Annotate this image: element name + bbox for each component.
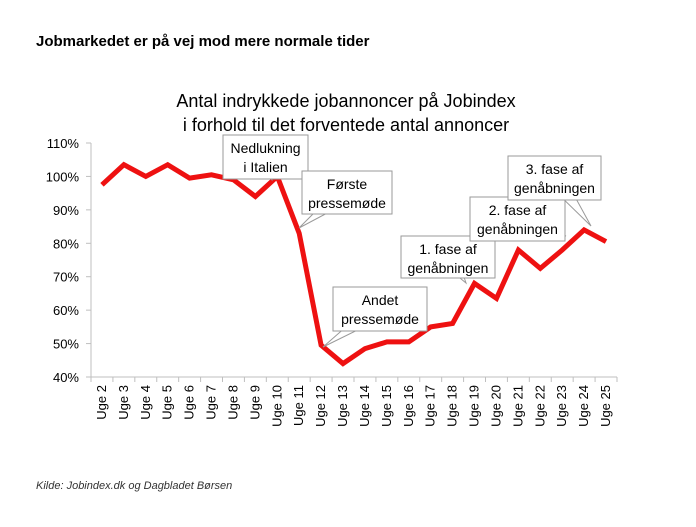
x-tick-label: Uge 17 — [423, 385, 438, 427]
x-tick-label: Uge 13 — [335, 385, 350, 427]
y-tick-label: 100% — [46, 169, 80, 184]
x-tick-label: Uge 5 — [160, 385, 175, 420]
x-tick-label: Uge 3 — [116, 385, 131, 420]
x-tick-label: Uge 14 — [357, 385, 372, 427]
callout-label: 3. fase af — [526, 161, 584, 177]
x-tick-label: Uge 8 — [225, 385, 240, 420]
x-tick-label: Uge 20 — [488, 385, 503, 427]
callout-label: pressemøde — [341, 311, 419, 327]
callout: 1. fase af genåbningen — [400, 235, 496, 285]
callout-label: Første — [327, 176, 368, 192]
callout-label: 2. fase af — [489, 202, 547, 218]
callout-box — [507, 155, 602, 201]
callout: 3. fase af genåbningen — [507, 155, 602, 227]
callout-label: genåbningen — [477, 221, 558, 237]
callout-label: 1. fase af — [419, 241, 477, 257]
y-tick-label: 60% — [53, 303, 79, 318]
callout-box — [332, 286, 428, 332]
x-tick-label: Uge 22 — [532, 385, 547, 427]
x-tick-label: Uge 24 — [576, 385, 591, 427]
x-tick-label: Uge 10 — [269, 385, 284, 427]
x-tick-label: Uge 11 — [291, 385, 306, 426]
x-tick-label: Uge 15 — [379, 385, 394, 427]
x-tick-label: Uge 25 — [598, 385, 613, 427]
x-tick-label: Uge 2 — [94, 385, 109, 420]
page-headline: Jobmarkedet er på vej mod mere normale t… — [36, 33, 370, 50]
y-tick-label: 110% — [47, 136, 80, 151]
y-tick-label: 70% — [53, 270, 79, 285]
x-tick-label: Uge 7 — [204, 385, 219, 420]
callout-label: pressemøde — [308, 195, 386, 211]
x-tick-label: Uge 6 — [182, 385, 197, 420]
x-tick-label: Uge 23 — [554, 385, 569, 427]
callout-label: Andet — [362, 292, 399, 308]
y-tick-label: 40% — [53, 370, 79, 385]
x-tick-label: Uge 16 — [401, 385, 416, 427]
series-line — [100, 161, 608, 367]
x-tick-label: Uge 4 — [138, 385, 153, 420]
x-tick-label: Uge 12 — [313, 385, 328, 427]
callout: Første pressemøde — [298, 170, 393, 229]
callout-label: Nedlukning — [230, 140, 300, 156]
callout: Andet pressemøde — [322, 286, 428, 348]
y-tick-label: 80% — [53, 236, 79, 251]
y-tick-label: 50% — [53, 337, 79, 352]
x-tick-label: Uge 18 — [445, 385, 460, 427]
chart-title-line-2: i forhold til det forventede antal annon… — [183, 115, 509, 135]
callout: 2. fase af genåbningen — [469, 196, 567, 242]
callout-box — [469, 196, 566, 242]
chart-title-line-1: Antal indrykkede jobannoncer på Jobindex — [176, 91, 515, 111]
x-tick-label: Uge 19 — [467, 385, 482, 427]
source-note: Kilde: Jobindex.dk og Dagbladet Børsen — [36, 480, 233, 492]
chart-title: Antal indrykkede jobannoncer på Jobindex… — [176, 91, 515, 135]
x-tick-label: Uge 21 — [510, 385, 525, 427]
callout-label: i Italien — [243, 159, 287, 175]
callout-box — [400, 235, 496, 279]
callout-box — [222, 134, 309, 180]
callout-box — [301, 170, 393, 215]
callout: Nedlukning i Italien — [222, 134, 309, 182]
y-tick-label: 90% — [53, 203, 79, 218]
callout-label: genåbningen — [514, 180, 595, 196]
callout-label: genåbningen — [408, 260, 489, 276]
x-tick-label: Uge 9 — [247, 385, 262, 420]
